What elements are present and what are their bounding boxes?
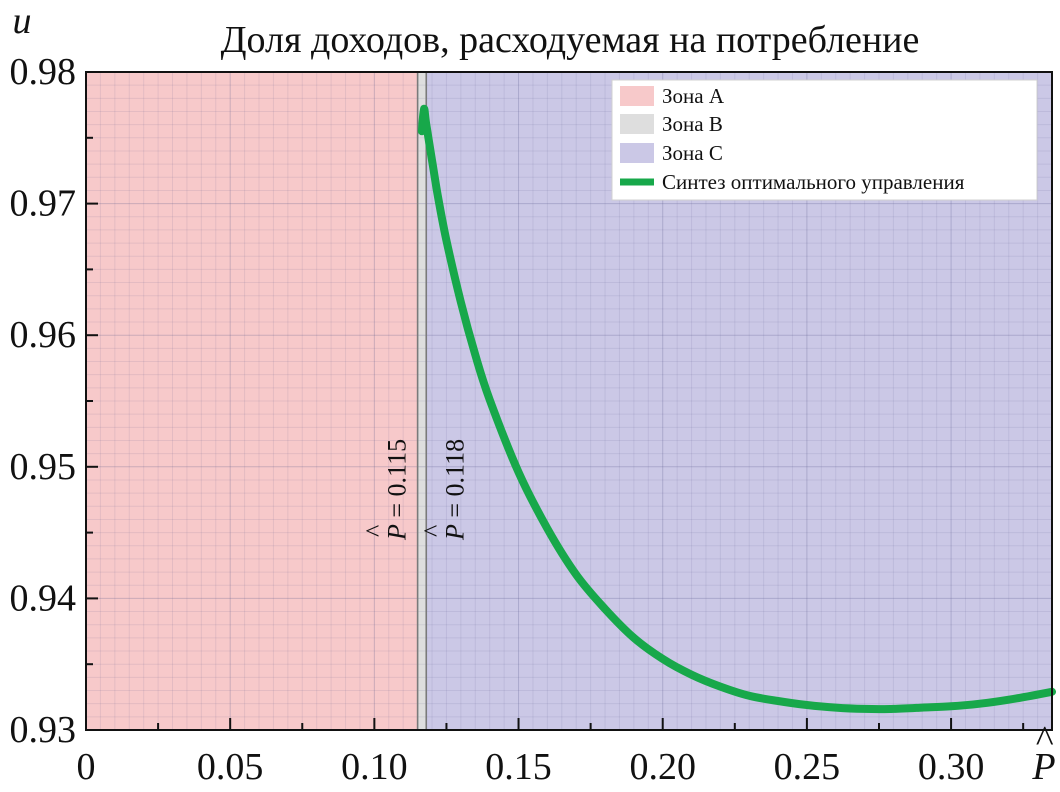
y-ticks: 0.93 0.94 0.95 0.96 0.97 0.98	[10, 51, 98, 751]
x-tick-label: 0.05	[197, 746, 264, 788]
boundary-label: P = 0.118	[440, 439, 469, 541]
legend-label: Зона C	[662, 141, 723, 165]
grid	[86, 72, 1052, 730]
x-axis-label-letter: P	[1031, 746, 1055, 788]
x-tick-label: 0	[77, 746, 96, 788]
y-tick-label: 0.93	[10, 709, 77, 751]
y-tick-label: 0.95	[10, 446, 77, 488]
series-layer	[417, 104, 1056, 714]
legend-box	[611, 79, 1038, 201]
boundary-label-hat: ^	[361, 524, 390, 537]
x-tick-label: 0.10	[341, 746, 408, 788]
legend-label: Зона A	[662, 84, 725, 108]
y-tick-label: 0.96	[10, 314, 77, 356]
x-axis-label-hat: ^	[1035, 719, 1054, 761]
boundary-label: P = 0.115	[383, 439, 412, 541]
x-axis-label: ^ P	[1031, 719, 1055, 788]
legend-swatch-зона-c	[620, 143, 654, 163]
legend-swatch-зона-a	[620, 86, 654, 106]
y-tick-label: 0.97	[10, 183, 77, 225]
x-ticks: 0 0.05 0.10 0.15 0.20 0.25 0.30	[77, 718, 1025, 788]
legend: Зона A Зона B Зона C Синтез оптимального уп…	[611, 79, 1038, 201]
y-axis-label: u	[13, 0, 32, 42]
legend-label: Синтез оптимального управления	[662, 170, 965, 194]
y-tick-label: 0.94	[10, 577, 77, 619]
zone-зона-a	[86, 72, 418, 730]
zone-зона-b	[417, 72, 427, 730]
series-line	[417, 104, 1056, 714]
legend-label: Зона B	[662, 112, 723, 136]
x-tick-label: 0.30	[918, 746, 985, 788]
chart-title: Доля доходов, расходуемая на потребление	[221, 19, 920, 61]
x-tick-label: 0.15	[485, 746, 552, 788]
boundaries: P = 0.115^ P = 0.118^	[361, 72, 469, 730]
legend-swatch-зона-b	[620, 114, 654, 134]
x-tick-label: 0.25	[774, 746, 841, 788]
boundary-label-hat: ^	[418, 524, 447, 537]
y-tick-label: 0.98	[10, 51, 77, 93]
x-tick-label: 0.20	[629, 746, 696, 788]
